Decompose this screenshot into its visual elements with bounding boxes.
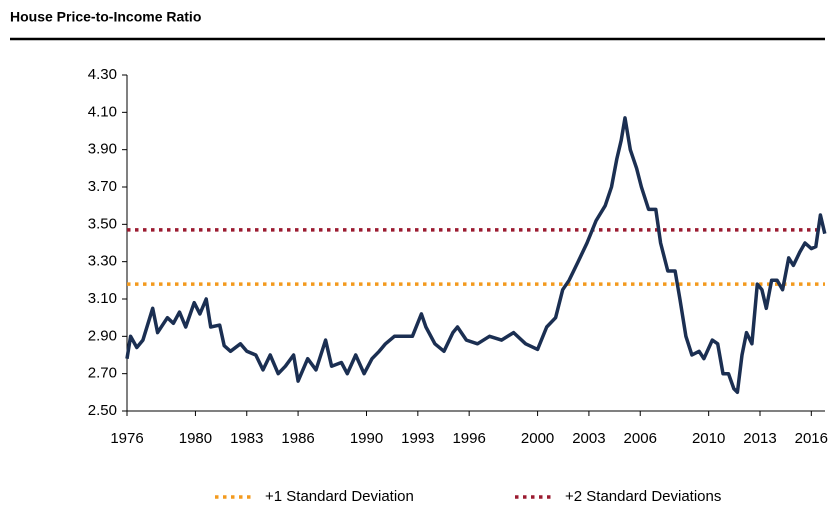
x-tick-label: 2013 xyxy=(743,430,776,447)
y-tick-label: 2.90 xyxy=(88,327,117,344)
x-tick-label: 1993 xyxy=(401,430,434,447)
y-tick-label: 3.70 xyxy=(88,178,117,195)
y-tick-label: 3.30 xyxy=(88,253,117,270)
y-tick-label: 2.50 xyxy=(88,402,117,419)
x-tick-label: 2003 xyxy=(572,430,605,447)
y-tick-label: 2.70 xyxy=(88,365,117,382)
y-tick-label: 3.10 xyxy=(88,290,117,307)
x-tick-label: 2006 xyxy=(624,430,657,447)
y-tick-label: 3.90 xyxy=(88,141,117,158)
chart-title: House Price-to-Income Ratio xyxy=(10,9,201,25)
legend-label: +2 Standard Deviations xyxy=(565,488,721,505)
x-tick-label: 2010 xyxy=(692,430,725,447)
x-tick-label: 2000 xyxy=(521,430,554,447)
y-tick-label: 4.10 xyxy=(88,103,117,120)
x-tick-label: 2016 xyxy=(795,430,828,447)
y-tick-label: 4.30 xyxy=(88,66,117,83)
x-tick-label: 1986 xyxy=(281,430,314,447)
x-tick-label: 1976 xyxy=(110,430,143,447)
x-tick-label: 1983 xyxy=(230,430,263,447)
data-line xyxy=(125,116,827,395)
legend-label: +1 Standard Deviation xyxy=(265,488,414,505)
x-tick-label: 1996 xyxy=(452,430,485,447)
x-tick-label: 1980 xyxy=(179,430,212,447)
x-tick-label: 1990 xyxy=(350,430,383,447)
y-tick-label: 3.50 xyxy=(88,215,117,232)
